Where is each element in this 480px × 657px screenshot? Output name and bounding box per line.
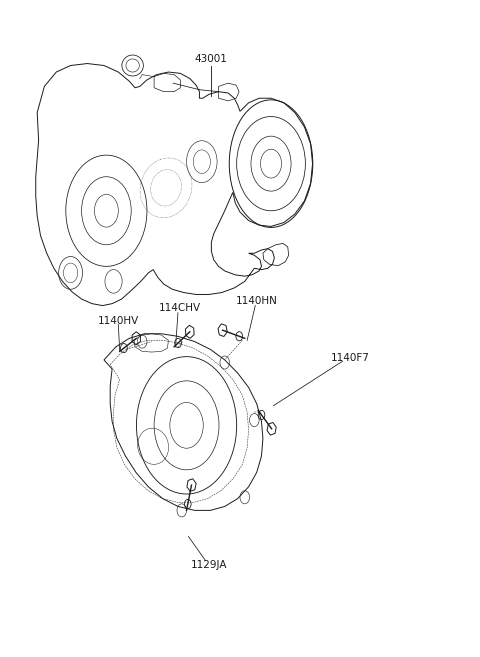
Text: 114CHV: 114CHV — [159, 303, 202, 313]
Text: 1129JA: 1129JA — [191, 560, 227, 570]
Text: 1140F7: 1140F7 — [330, 353, 369, 363]
Text: 1140HN: 1140HN — [236, 296, 277, 306]
Text: 43001: 43001 — [195, 54, 228, 64]
Text: 1140HV: 1140HV — [98, 315, 139, 326]
